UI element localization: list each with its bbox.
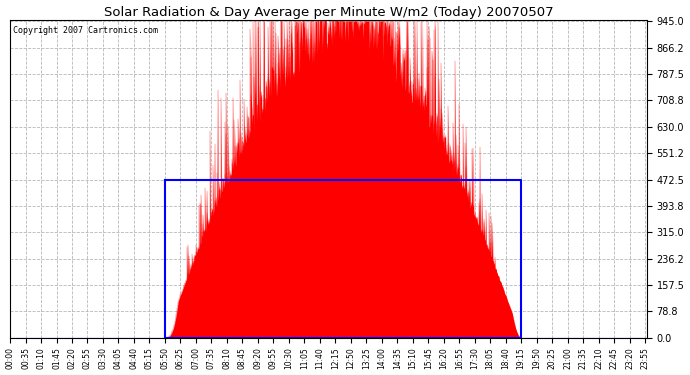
- Text: Copyright 2007 Cartronics.com: Copyright 2007 Cartronics.com: [13, 26, 158, 35]
- Title: Solar Radiation & Day Average per Minute W/m2 (Today) 20070507: Solar Radiation & Day Average per Minute…: [104, 6, 553, 18]
